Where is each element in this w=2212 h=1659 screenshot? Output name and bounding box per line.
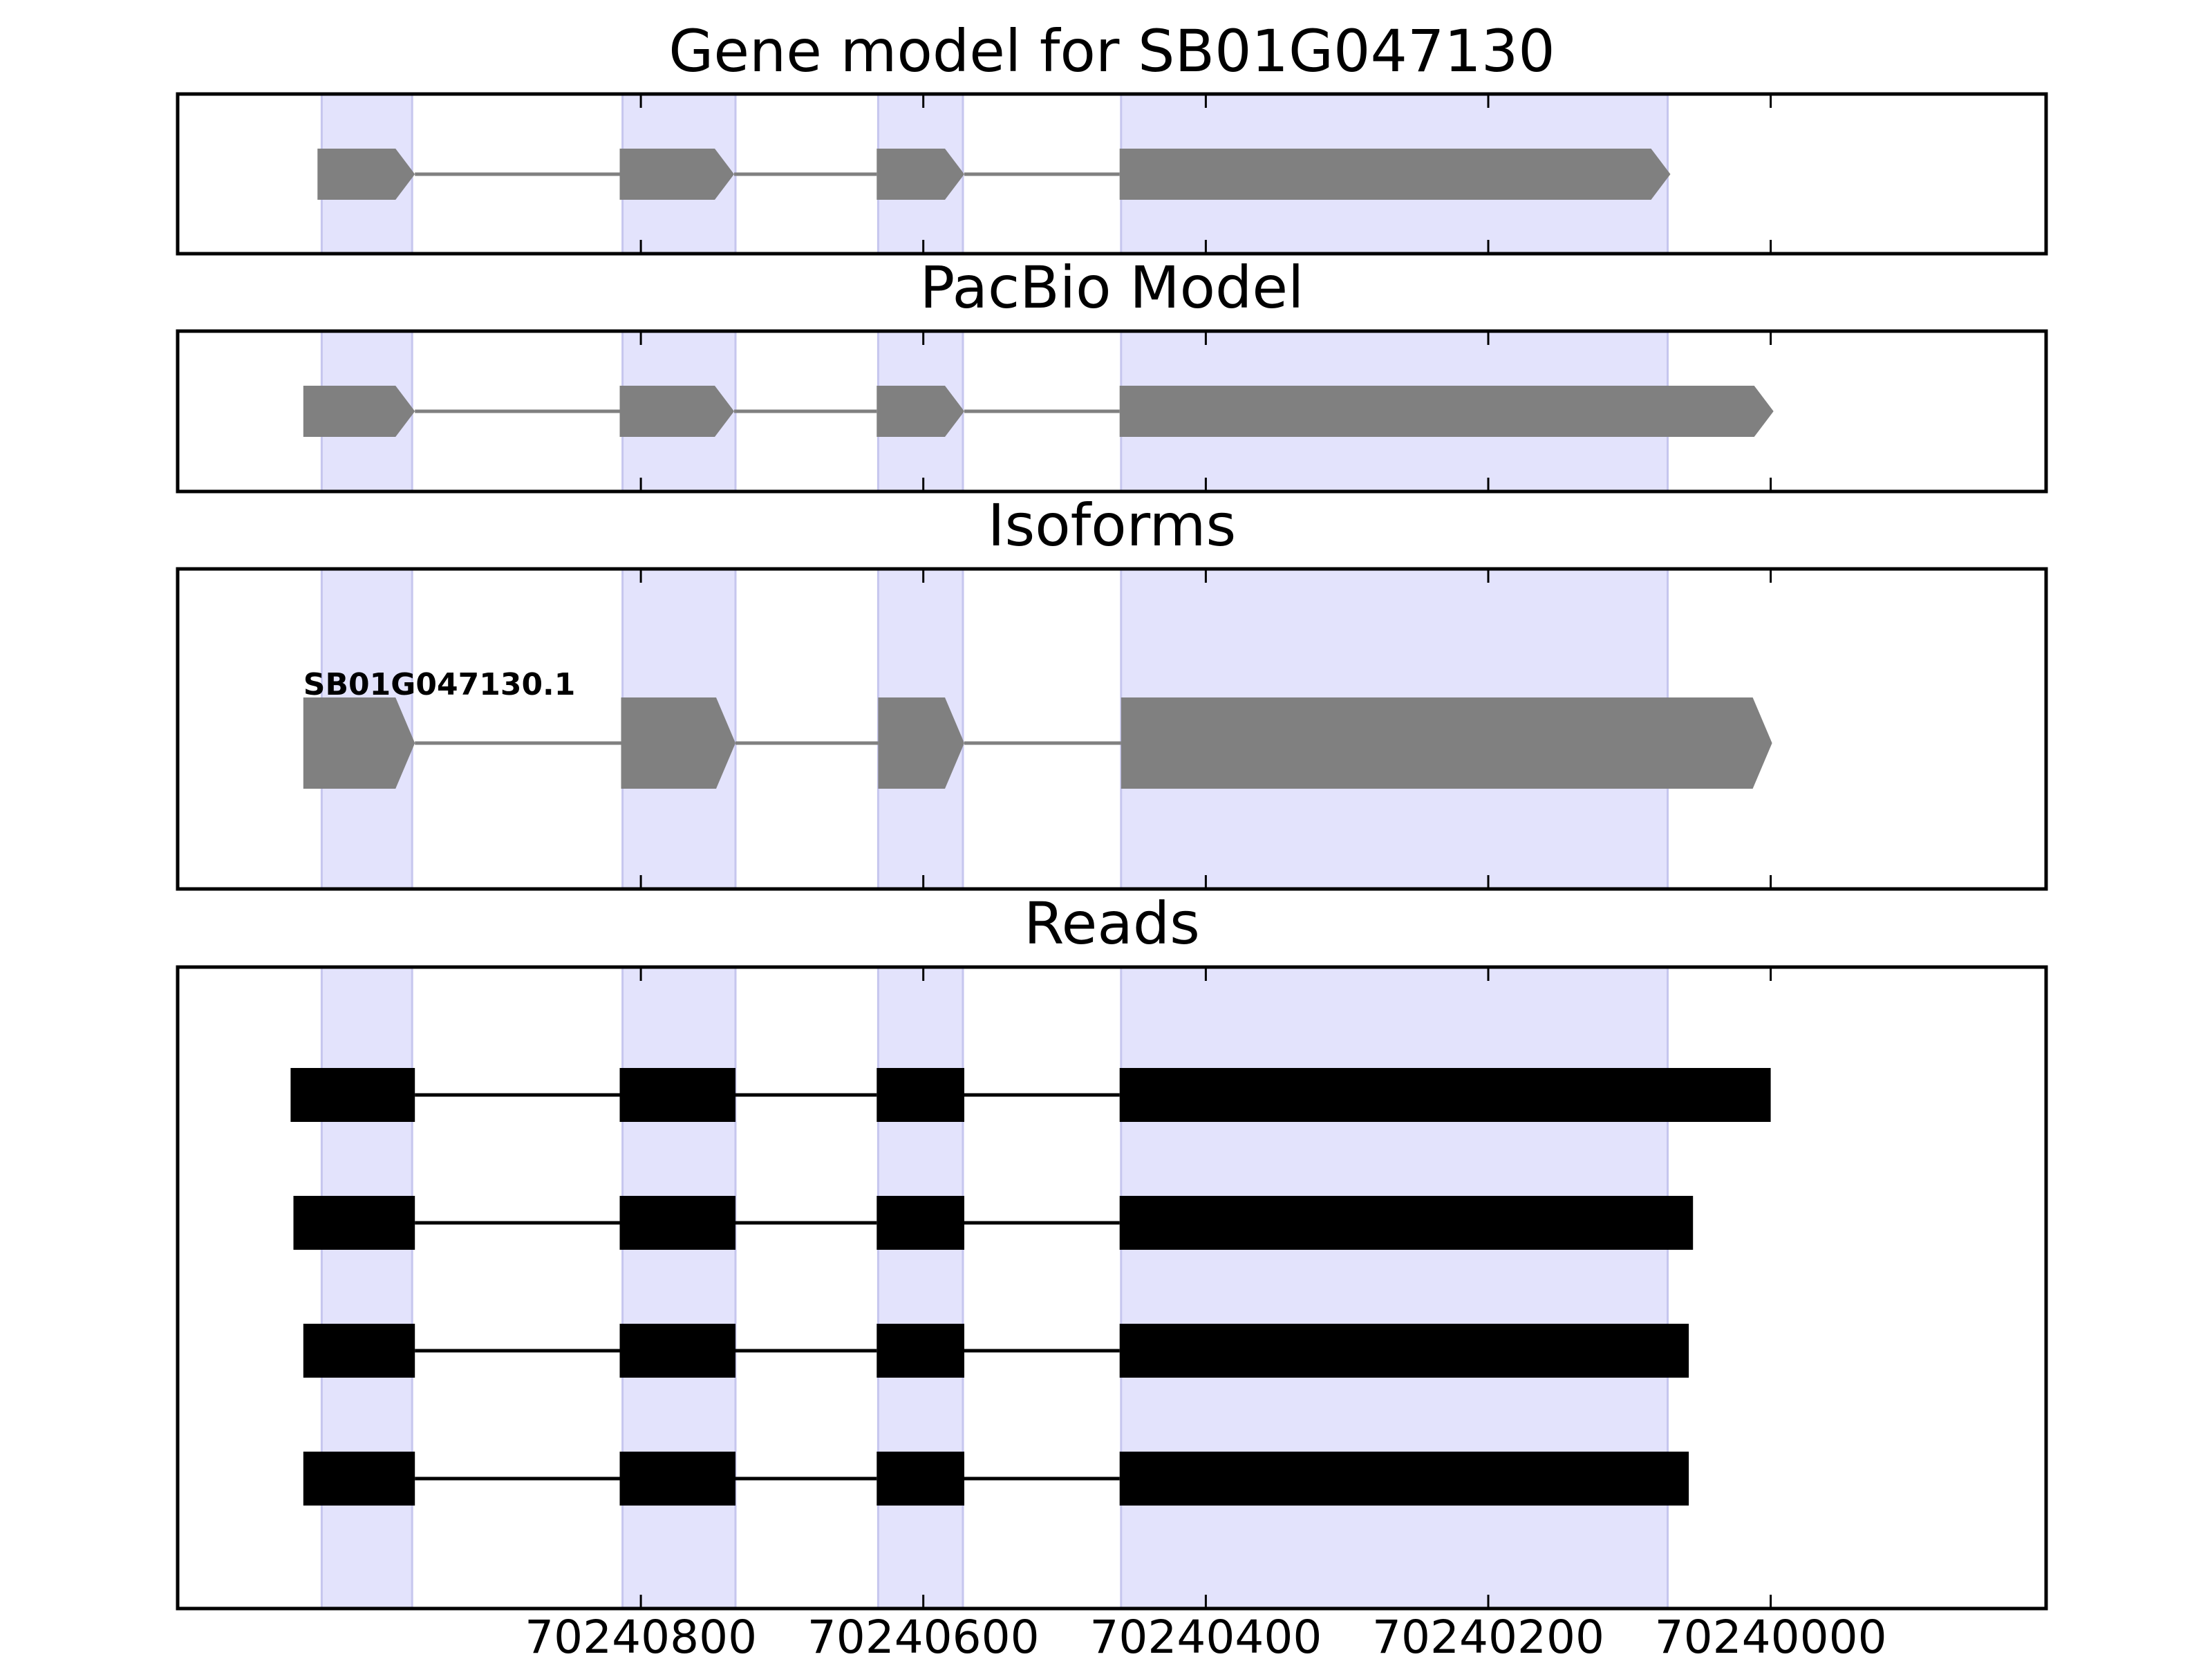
exon	[877, 149, 964, 200]
exon	[1121, 697, 1772, 789]
x-tick-label: 70240400	[1089, 1611, 1322, 1659]
read-block	[877, 1068, 964, 1122]
read-block	[619, 1068, 735, 1122]
read-block	[619, 1324, 735, 1378]
x-tick-label: 70240800	[525, 1611, 757, 1659]
track-gene-1: PacBio Model	[176, 254, 2048, 494]
exon	[877, 386, 964, 437]
read-block	[1119, 1324, 1689, 1378]
panel-title: PacBio Model	[920, 254, 1304, 321]
panel-frame	[176, 567, 2048, 891]
panel-title: Reads	[1024, 890, 1200, 957]
read-block	[877, 1196, 964, 1250]
shaded-region	[877, 966, 964, 1610]
exon	[303, 697, 415, 789]
exon	[619, 149, 734, 200]
panel-title: Gene model for SB01G047130	[668, 17, 1555, 85]
shaded-region	[621, 966, 737, 1610]
read-block	[619, 1196, 735, 1250]
read-block	[290, 1068, 415, 1122]
read-block	[877, 1324, 964, 1378]
read	[290, 1068, 1771, 1122]
panel-frame	[176, 965, 2048, 1611]
read-block	[303, 1324, 415, 1378]
read	[293, 1196, 1694, 1250]
exon	[619, 386, 734, 437]
x-tick-label: 70240000	[1655, 1611, 1887, 1659]
read	[303, 1324, 1689, 1378]
x-tick-label: 70240600	[807, 1611, 1040, 1659]
read-block	[1119, 1196, 1694, 1250]
track-reads-3: Reads	[176, 890, 2048, 1611]
x-tick-label: 70240200	[1372, 1611, 1604, 1659]
isoform-label: SB01G047130.1	[303, 667, 576, 702]
exon	[1119, 386, 1774, 437]
read-block	[877, 1452, 964, 1506]
read-block	[619, 1452, 735, 1506]
shaded-region	[320, 966, 413, 1610]
exon	[621, 697, 735, 789]
panel-title: Isoforms	[988, 491, 1237, 559]
read-block	[1119, 1452, 1689, 1506]
exon	[1119, 149, 1671, 200]
exon	[317, 149, 415, 200]
track-isoform-2: Isoforms SB01G047130.1	[176, 491, 2048, 891]
exon	[303, 386, 415, 437]
read	[303, 1452, 1689, 1506]
panel-frame	[176, 329, 2048, 494]
exon	[878, 697, 964, 789]
track-gene-0: Gene model for SB01G047130	[176, 17, 2048, 256]
read-block	[293, 1196, 415, 1250]
shaded-region	[1120, 966, 1669, 1610]
panel-frame	[176, 92, 2048, 256]
read-block	[1119, 1068, 1771, 1122]
read-block	[303, 1452, 415, 1506]
